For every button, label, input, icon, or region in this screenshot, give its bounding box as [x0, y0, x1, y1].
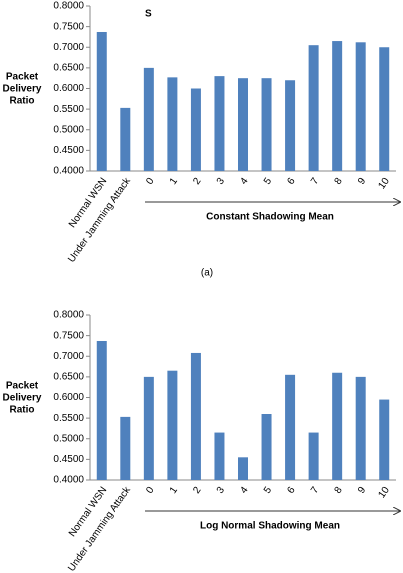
bar — [238, 78, 248, 171]
bar — [214, 76, 225, 171]
y-tick-label: 0.7500 — [53, 21, 84, 32]
y-tick-label: 0.5000 — [53, 433, 84, 444]
y-tick-label: 0.5000 — [53, 124, 84, 135]
x-tick-label: 3 — [215, 176, 227, 187]
x-tick-label: 4 — [238, 485, 250, 496]
bar — [332, 41, 343, 171]
bar — [285, 80, 296, 171]
y-tick-label: 0.7000 — [53, 351, 84, 362]
y-tick-label: 0.4000 — [53, 166, 84, 177]
x-tick-label: 9 — [356, 485, 368, 496]
y-tick-label: 0.8000 — [53, 1, 84, 12]
bar — [143, 376, 154, 480]
y-axis-label: Packet Delivery Ratio — [3, 71, 42, 106]
y-tick-label: 0.6000 — [53, 83, 84, 94]
bar — [355, 376, 366, 480]
bar — [190, 88, 201, 171]
x-tick-label: 2 — [191, 485, 203, 496]
bar — [120, 107, 131, 171]
y-tick-label: 0.4000 — [53, 475, 84, 486]
y-tick-label: 0.4500 — [53, 454, 84, 465]
x-tick-label: 0 — [144, 485, 156, 496]
caption: (a) — [201, 268, 213, 279]
bar — [285, 374, 296, 480]
y-tick-label: 0.6500 — [53, 63, 84, 74]
bar — [308, 45, 319, 171]
x-axis-label: Constant Shadowing Mean — [206, 212, 334, 223]
x-tick-label: 1 — [168, 176, 180, 187]
y-tick-label: 0.6500 — [53, 372, 84, 383]
x-tick-label: 7 — [309, 485, 321, 496]
x-tick-label: 10 — [376, 485, 392, 501]
bar — [143, 67, 154, 171]
x-tick-label: 5 — [262, 176, 274, 187]
x-tick-label: 4 — [238, 176, 250, 187]
bar — [355, 42, 366, 171]
bar — [167, 370, 178, 480]
bar — [379, 399, 390, 480]
x-tick-label: 5 — [262, 485, 274, 496]
y-tick-label: 0.6000 — [53, 392, 84, 403]
x-tick-label: 10 — [376, 176, 392, 192]
x-tick-label: 3 — [215, 485, 227, 496]
x-tick-label: 1 — [168, 485, 180, 496]
bar — [238, 457, 248, 480]
x-tick-label: 9 — [356, 176, 368, 187]
y-tick-label: 0.5500 — [53, 104, 84, 115]
x-axis-label: Log Normal Shadowing Mean — [200, 521, 340, 532]
bar — [261, 78, 272, 171]
bar — [214, 432, 225, 480]
bar — [261, 414, 272, 480]
y-tick-label: 0.7000 — [53, 42, 84, 53]
x-tick-label: 7 — [309, 176, 321, 187]
x-tick-label: 6 — [285, 485, 297, 496]
chart-title: S — [145, 9, 152, 20]
y-axis-label: Packet Delivery Ratio — [3, 380, 42, 415]
bar — [167, 77, 178, 171]
y-tick-label: 0.8000 — [53, 310, 84, 321]
bar — [96, 340, 107, 480]
bar — [379, 47, 390, 171]
x-tick-label: 8 — [333, 485, 345, 496]
y-tick-label: 0.7500 — [53, 330, 84, 341]
x-tick-label: 8 — [333, 176, 345, 187]
x-tick-label: 0 — [144, 176, 156, 187]
bar — [332, 372, 343, 480]
bar — [190, 352, 201, 480]
bar — [120, 416, 131, 480]
bar — [96, 31, 107, 171]
y-tick-label: 0.5500 — [53, 413, 84, 424]
bar — [308, 432, 319, 480]
x-tick-label: 6 — [285, 176, 297, 187]
y-tick-label: 0.4500 — [53, 145, 84, 156]
x-tick-label: 2 — [191, 176, 203, 187]
